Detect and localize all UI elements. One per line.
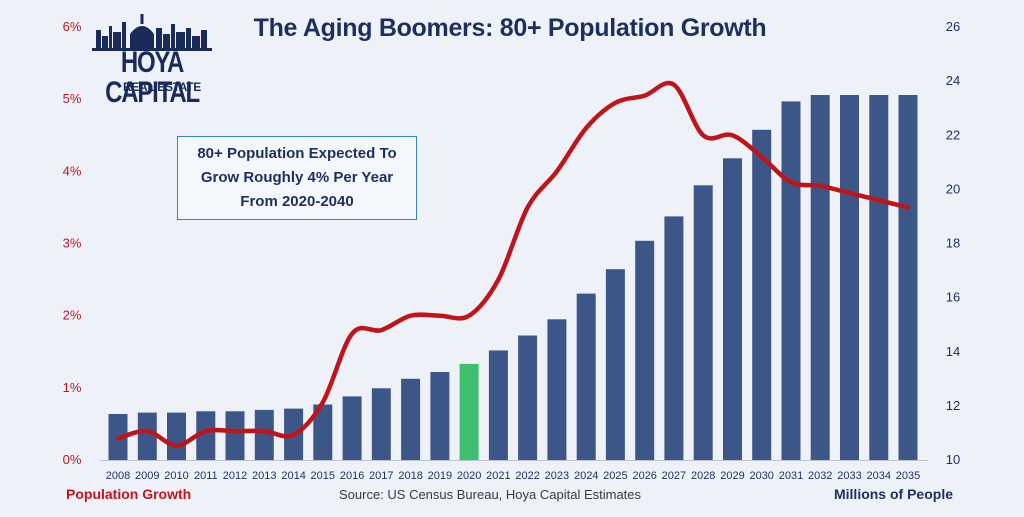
x-tick-label: 2012 [223,470,247,482]
x-tick-label: 2013 [252,470,276,482]
x-tick-label: 2015 [311,470,335,482]
bar-2028 [693,185,713,461]
callout-line-3: From 2020-2040 [240,193,354,210]
x-tick-label: 2033 [837,470,861,482]
x-tick-label: 2019 [428,470,452,482]
right-tick-label: 14 [946,344,960,359]
bar-2018 [401,378,421,460]
bar-2034 [869,95,889,460]
x-tick-label: 2034 [867,470,891,482]
bar-2020 [459,363,479,460]
x-tick-label: 2011 [194,470,218,482]
x-tick-label: 2018 [398,470,422,482]
left-tick-label: 5% [63,91,82,106]
x-tick-label: 2010 [164,470,188,482]
x-tick-label: 2020 [457,470,481,482]
x-tick-label: 2028 [691,470,715,482]
left-axis-title: Population Growth [66,486,192,502]
bar-2016 [342,396,362,460]
bar-2032 [810,95,830,460]
bar-2009 [137,412,157,460]
x-tick-label: 2029 [720,470,744,482]
x-tick-label: 2031 [779,470,803,482]
x-tick-label: 2016 [340,470,364,482]
bar-2015 [313,404,333,460]
bar-2033 [840,95,859,460]
bar-2011 [196,411,216,460]
x-tick-label: 2026 [632,470,656,482]
right-tick-label: 18 [946,236,960,251]
bar-2030 [752,129,772,461]
bar-2029 [723,158,742,461]
left-tick-label: 6% [63,19,82,34]
x-tick-label: 2014 [281,470,305,482]
hoya-capital-logo: HOYA CAPITAL REAL ESTATE [92,8,212,108]
logo-name: HOYA CAPITAL [105,45,200,110]
right-tick-label: 20 [946,181,960,196]
bar-2017 [371,388,391,460]
x-tick-label: 2035 [896,470,920,482]
right-tick-label: 12 [946,398,960,413]
source-note: Source: US Census Bureau, Hoya Capital E… [338,487,642,502]
x-tick-label: 2024 [574,470,598,482]
x-tick-label: 2021 [486,470,510,482]
bar-2031 [781,101,801,461]
bar-2022 [518,335,538,460]
bar-2023 [547,319,567,460]
right-tick-label: 22 [946,127,960,142]
bar-2027 [664,216,684,460]
x-tick-label: 2030 [749,470,773,482]
bar-2010 [167,412,186,460]
right-tick-label: 16 [946,290,960,305]
callout-box: 80+ Population Expected To Grow Roughly … [177,136,417,220]
left-tick-label: 0% [63,452,82,467]
x-tick-label: 2022 [515,470,539,482]
x-tick-label: 2023 [545,470,569,482]
left-tick-label: 3% [63,236,82,251]
bar-2019 [430,372,450,460]
bar-2021 [488,350,508,460]
x-tick-label: 2027 [662,470,686,482]
bar-2025 [605,269,625,460]
bar-2026 [635,240,655,460]
growth-line [115,80,911,448]
right-tick-label: 24 [946,73,960,88]
bar-2024 [576,293,596,460]
chart-title: The Aging Boomers: 80+ Population Growth [253,14,767,42]
left-tick-label: 2% [63,308,82,323]
x-tick-label: 2009 [135,470,159,482]
bar-2035 [898,95,918,460]
left-tick-label: 4% [63,163,82,178]
skyline-icon [92,14,212,51]
logo-subtitle: REAL ESTATE [122,80,202,94]
right-tick-label: 10 [946,452,960,467]
x-tick-label: 2032 [808,470,832,482]
bar-2013 [254,409,274,460]
callout-line-2: Grow Roughly 4% Per Year [200,169,394,186]
x-tick-label: 2017 [369,470,393,482]
x-tick-label: 2025 [603,470,627,482]
x-tick-label: 2008 [106,470,130,482]
bar-2012 [225,411,245,460]
right-tick-label: 26 [946,19,960,34]
right-axis-title: Millions of People [833,486,953,502]
left-tick-label: 1% [63,380,82,395]
callout-line-1: 80+ Population Expected To [197,145,397,162]
